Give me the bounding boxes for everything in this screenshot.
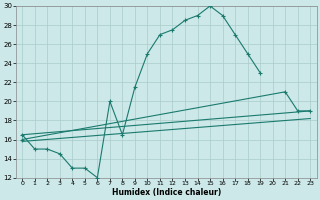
X-axis label: Humidex (Indice chaleur): Humidex (Indice chaleur)	[112, 188, 221, 197]
